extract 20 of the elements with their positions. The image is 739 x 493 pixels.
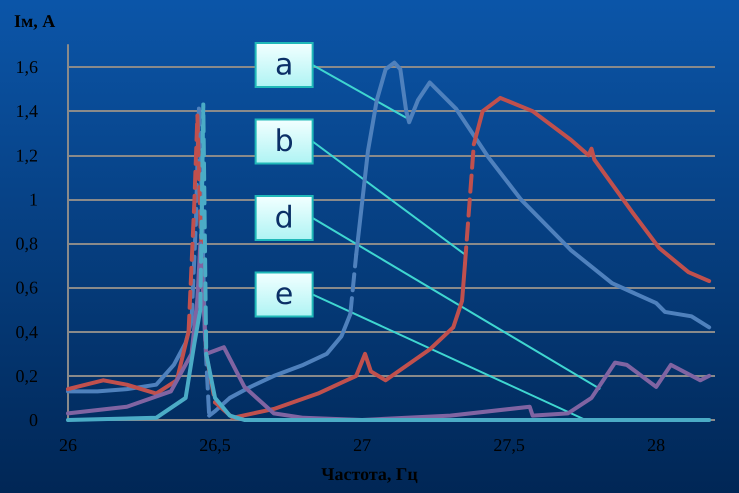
y-tick-label: 1,6 <box>16 57 38 78</box>
y-tick-label: 1,4 <box>16 101 38 122</box>
y-tick-label: 0,6 <box>16 278 38 298</box>
y-tick-label: 0,8 <box>16 234 38 254</box>
x-tick-label: 26,5 <box>199 435 231 455</box>
x-tick-label: 28 <box>647 435 666 455</box>
annotation: b <box>274 124 294 159</box>
y-axis-title: Iм, А <box>14 11 56 31</box>
y-tick-label: 0,4 <box>16 322 38 342</box>
x-tick-label: 27 <box>353 435 372 455</box>
y-tick-label: 1 <box>29 189 38 210</box>
x-tick-label: 27,5 <box>493 435 525 455</box>
y-tick-label: 0,2 <box>16 366 38 386</box>
x-tick-label: 26 <box>59 435 77 455</box>
y-tick-label: 0 <box>29 410 38 430</box>
y-tick-label: 1,2 <box>16 145 38 166</box>
x-axis-title: Частота, Гц <box>321 464 418 484</box>
annotation: d <box>274 200 294 236</box>
annotation: a <box>274 48 294 82</box>
annotation: e <box>274 277 294 312</box>
